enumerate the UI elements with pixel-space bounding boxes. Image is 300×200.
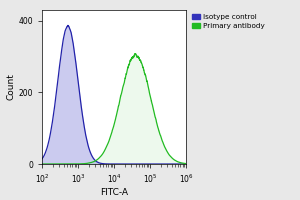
Legend: Isotype control, Primary antibody: Isotype control, Primary antibody	[193, 14, 264, 29]
X-axis label: FITC-A: FITC-A	[100, 188, 128, 197]
Y-axis label: Count: Count	[7, 74, 16, 100]
